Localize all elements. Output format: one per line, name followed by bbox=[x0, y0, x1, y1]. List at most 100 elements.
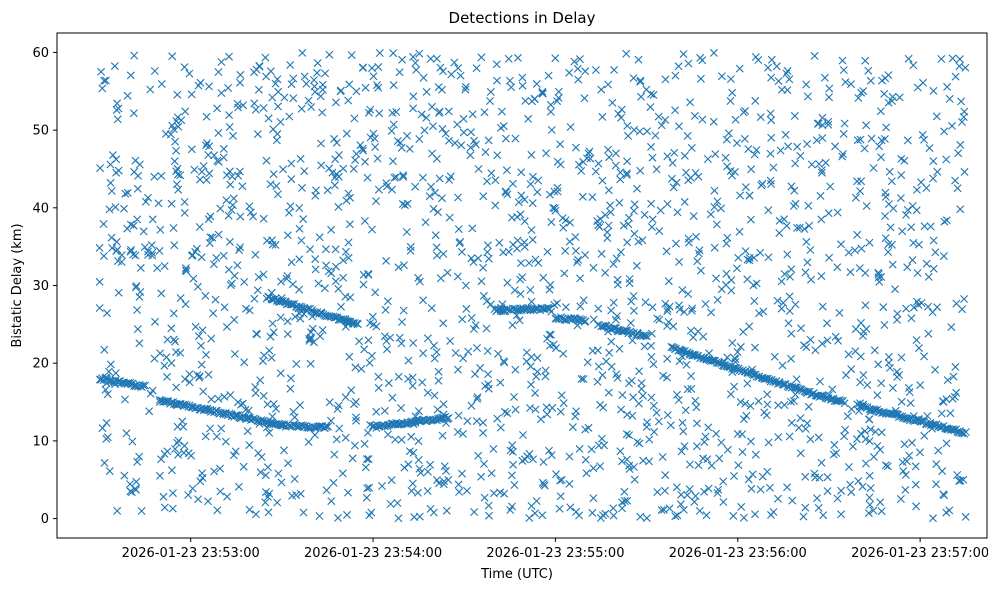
detection-point bbox=[826, 182, 835, 191]
detection-point bbox=[444, 107, 453, 116]
x-tick-label: 2026-01-23 23:56:00 bbox=[669, 546, 807, 561]
detection-point bbox=[832, 449, 841, 457]
detection-point bbox=[674, 62, 683, 71]
detection-point bbox=[197, 167, 206, 176]
detection-point bbox=[601, 509, 610, 518]
detection-point bbox=[683, 131, 692, 140]
detection-point bbox=[345, 220, 354, 229]
detection-point bbox=[638, 391, 647, 400]
detection-point bbox=[359, 280, 368, 289]
detection-point bbox=[793, 142, 802, 151]
detection-point bbox=[373, 81, 381, 90]
detection-point bbox=[532, 372, 541, 381]
detection-point bbox=[408, 479, 417, 488]
detection-point bbox=[860, 144, 869, 153]
detection-point bbox=[866, 76, 875, 85]
detection-point bbox=[430, 354, 439, 363]
detection-point bbox=[468, 110, 477, 119]
detection-point bbox=[352, 87, 361, 96]
detection-point bbox=[482, 297, 491, 306]
detection-point bbox=[239, 462, 248, 471]
detection-point bbox=[666, 421, 675, 430]
detection-point bbox=[956, 140, 965, 149]
detection-point bbox=[659, 371, 668, 380]
detection-point bbox=[458, 469, 466, 478]
detection-point bbox=[555, 504, 564, 513]
detection-point bbox=[374, 383, 383, 392]
detection-point bbox=[427, 304, 436, 313]
detection-point bbox=[148, 386, 157, 395]
detection-point bbox=[746, 401, 755, 410]
detection-point bbox=[728, 88, 737, 97]
detection-point bbox=[394, 372, 403, 381]
detection-point bbox=[181, 107, 190, 116]
detection-point bbox=[389, 120, 398, 129]
detection-point bbox=[228, 201, 237, 210]
detection-point bbox=[558, 214, 567, 223]
detection-point bbox=[296, 154, 305, 163]
detection-point bbox=[888, 384, 897, 392]
detection-point bbox=[689, 333, 698, 342]
detection-point bbox=[857, 177, 866, 186]
detection-point bbox=[846, 268, 855, 277]
detection-point bbox=[180, 63, 189, 72]
detection-point bbox=[507, 83, 516, 92]
detection-point bbox=[554, 87, 563, 96]
detection-point bbox=[223, 492, 232, 501]
detection-point bbox=[327, 497, 336, 506]
detection-point bbox=[815, 160, 824, 168]
detection-point bbox=[847, 80, 855, 89]
detection-point bbox=[640, 331, 648, 340]
detection-point bbox=[344, 488, 352, 497]
detection-point bbox=[108, 244, 117, 252]
detection-point bbox=[901, 485, 910, 494]
detection-point bbox=[322, 261, 331, 270]
detection-point bbox=[774, 77, 783, 86]
detection-point bbox=[497, 107, 506, 116]
detection-point bbox=[496, 488, 505, 497]
detection-point bbox=[516, 290, 525, 298]
detection-point bbox=[712, 274, 721, 283]
detection-point bbox=[657, 121, 666, 130]
detection-point bbox=[320, 284, 329, 293]
detection-point bbox=[256, 468, 265, 477]
detection-point bbox=[295, 285, 304, 294]
detection-point bbox=[649, 90, 658, 99]
detection-point bbox=[929, 174, 938, 183]
detection-point bbox=[367, 351, 376, 360]
detection-point bbox=[576, 302, 585, 311]
detection-point bbox=[520, 217, 529, 226]
detection-point bbox=[839, 129, 848, 138]
detection-point bbox=[345, 352, 354, 361]
detection-point bbox=[169, 224, 178, 232]
detection-point bbox=[274, 469, 283, 478]
detection-point bbox=[796, 151, 805, 160]
detection-point bbox=[628, 411, 637, 420]
detection-point bbox=[617, 405, 625, 414]
detection-point bbox=[217, 89, 226, 97]
detection-point bbox=[618, 391, 627, 399]
detection-point bbox=[329, 478, 338, 487]
detection-point bbox=[480, 108, 489, 117]
detection-point bbox=[752, 372, 761, 381]
detection-point bbox=[597, 85, 606, 94]
detection-point bbox=[337, 302, 345, 311]
detection-point bbox=[181, 300, 190, 309]
detection-point bbox=[325, 50, 334, 59]
detection-point bbox=[494, 349, 503, 358]
detection-point bbox=[958, 118, 966, 126]
detection-point bbox=[639, 456, 648, 465]
detection-point bbox=[435, 107, 444, 116]
detection-point bbox=[575, 444, 584, 453]
detection-point bbox=[882, 123, 891, 132]
detection-point bbox=[730, 472, 738, 480]
detection-point bbox=[474, 165, 483, 173]
detection-point bbox=[865, 415, 873, 424]
detection-point bbox=[311, 255, 320, 264]
detection-point bbox=[189, 274, 198, 283]
detection-point bbox=[840, 399, 849, 408]
detection-point bbox=[160, 503, 169, 512]
detection-point bbox=[824, 117, 833, 126]
detection-point bbox=[181, 264, 190, 273]
detection-point bbox=[819, 511, 828, 520]
